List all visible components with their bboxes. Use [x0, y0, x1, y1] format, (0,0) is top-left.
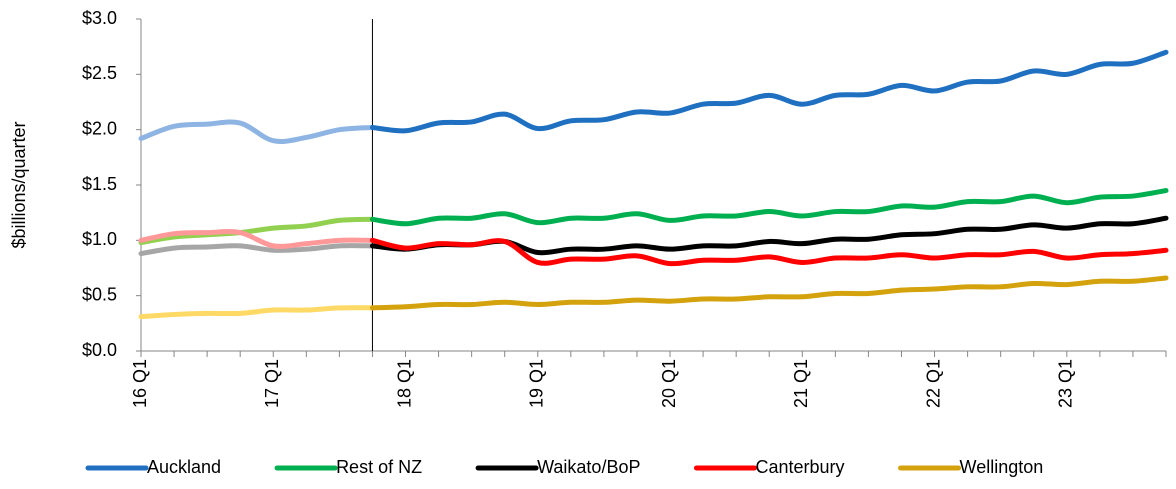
x-tick-label: 23 Q1 — [1056, 359, 1076, 408]
series-line — [369, 237, 1169, 267]
series-line — [369, 215, 1169, 256]
y-tick-label: $1.5 — [82, 174, 117, 194]
series-line — [369, 188, 1169, 227]
legend-label: Waikato/BoP — [537, 457, 640, 477]
x-tick-label: 22 Q1 — [923, 359, 943, 408]
legend-label: Wellington — [960, 457, 1044, 477]
legend-label: Auckland — [147, 457, 221, 477]
series-line — [369, 275, 1169, 311]
y-tick-label: $3.0 — [82, 8, 117, 28]
x-tick-label: 21 Q1 — [791, 359, 811, 408]
y-tick-label: $0.0 — [82, 340, 117, 360]
history-line — [138, 216, 375, 246]
x-tick-label: 19 Q1 — [527, 359, 547, 408]
y-axis-title: $billions/quarter — [9, 121, 29, 248]
y-tick-label: $1.0 — [82, 229, 117, 249]
legend-label: Rest of NZ — [336, 457, 422, 477]
series-line — [369, 49, 1169, 134]
y-tick-label: $0.5 — [82, 284, 117, 304]
x-tick-label: 20 Q1 — [659, 359, 679, 408]
history-line — [138, 243, 375, 257]
history-line — [138, 119, 375, 144]
x-tick-label: 18 Q1 — [394, 359, 414, 408]
x-tick-label: 16 Q1 — [130, 359, 150, 408]
legend-label: Canterbury — [755, 457, 844, 477]
history-line — [138, 305, 375, 320]
x-tick-label: 17 Q1 — [262, 359, 282, 408]
y-tick-label: $2.5 — [82, 63, 117, 83]
y-tick-label: $2.0 — [82, 118, 117, 138]
history-line — [138, 229, 375, 249]
